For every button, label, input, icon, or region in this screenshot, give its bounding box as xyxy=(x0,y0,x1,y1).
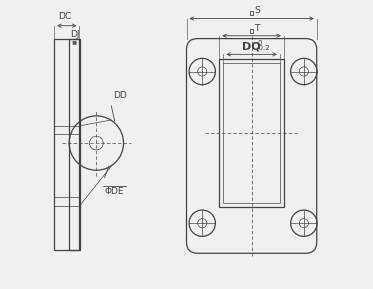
Bar xyxy=(69,39,80,250)
Bar xyxy=(219,59,284,208)
Text: T: T xyxy=(254,24,259,33)
Text: DQ: DQ xyxy=(242,42,260,51)
Text: ΦDE: ΦDE xyxy=(104,188,123,197)
Bar xyxy=(250,29,253,33)
Bar xyxy=(54,39,79,250)
Bar xyxy=(223,63,280,203)
Bar xyxy=(250,11,253,15)
Text: DC: DC xyxy=(58,12,71,21)
Text: 0: 0 xyxy=(258,40,263,46)
Text: DJ: DJ xyxy=(70,29,79,39)
Text: DD: DD xyxy=(113,91,127,100)
Text: S: S xyxy=(254,6,260,15)
Text: -0.2: -0.2 xyxy=(257,45,270,51)
